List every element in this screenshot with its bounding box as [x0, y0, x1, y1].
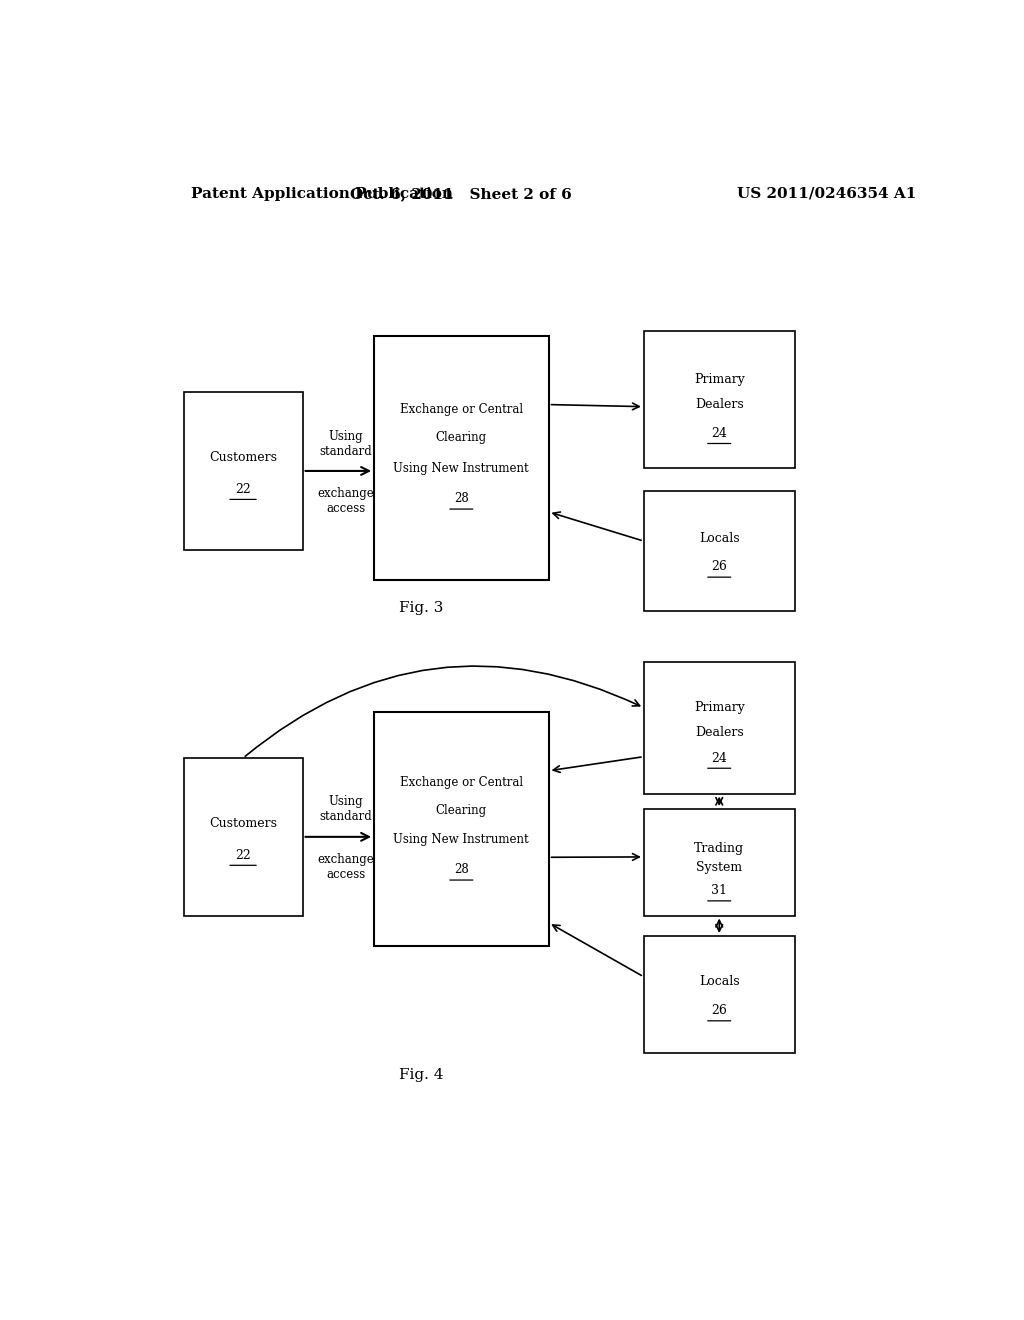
Text: 26: 26 — [712, 561, 727, 573]
Text: Fig. 4: Fig. 4 — [399, 1068, 443, 1082]
Text: 28: 28 — [454, 492, 469, 506]
Text: Locals: Locals — [699, 532, 739, 545]
Text: Using New Instrument: Using New Instrument — [393, 462, 529, 475]
Text: 24: 24 — [712, 426, 727, 440]
Text: 22: 22 — [236, 849, 251, 862]
FancyBboxPatch shape — [644, 491, 795, 611]
Text: Dealers: Dealers — [695, 399, 743, 412]
FancyBboxPatch shape — [644, 331, 795, 469]
Text: Trading: Trading — [694, 842, 744, 854]
Text: Exchange or Central: Exchange or Central — [399, 403, 523, 416]
Text: Using New Instrument: Using New Instrument — [393, 833, 529, 846]
Text: Clearing: Clearing — [436, 804, 486, 817]
Text: 26: 26 — [712, 1005, 727, 1018]
FancyBboxPatch shape — [374, 713, 549, 946]
FancyBboxPatch shape — [374, 337, 549, 581]
Text: Using
standard: Using standard — [319, 429, 373, 458]
Text: Using
standard: Using standard — [319, 796, 373, 824]
Text: US 2011/0246354 A1: US 2011/0246354 A1 — [736, 187, 916, 201]
Text: Patent Application Publication: Patent Application Publication — [191, 187, 454, 201]
Text: Customers: Customers — [209, 451, 278, 465]
FancyBboxPatch shape — [183, 392, 303, 549]
Text: Customers: Customers — [209, 817, 278, 830]
Text: Locals: Locals — [699, 974, 739, 987]
Text: exchange
access: exchange access — [317, 487, 375, 515]
Text: 22: 22 — [236, 483, 251, 496]
Text: 31: 31 — [712, 884, 727, 898]
Text: Dealers: Dealers — [695, 726, 743, 739]
Text: 28: 28 — [454, 863, 469, 876]
FancyBboxPatch shape — [644, 936, 795, 1053]
FancyBboxPatch shape — [183, 758, 303, 916]
Text: Primary: Primary — [694, 701, 744, 714]
Text: Oct. 6, 2011   Sheet 2 of 6: Oct. 6, 2011 Sheet 2 of 6 — [350, 187, 572, 201]
Text: Fig. 3: Fig. 3 — [399, 601, 443, 615]
Text: Clearing: Clearing — [436, 432, 486, 445]
Text: Primary: Primary — [694, 374, 744, 385]
FancyBboxPatch shape — [644, 661, 795, 793]
Text: 24: 24 — [712, 751, 727, 764]
FancyBboxPatch shape — [644, 809, 795, 916]
Text: System: System — [696, 861, 742, 874]
Text: exchange
access: exchange access — [317, 853, 375, 882]
Text: Exchange or Central: Exchange or Central — [399, 776, 523, 789]
